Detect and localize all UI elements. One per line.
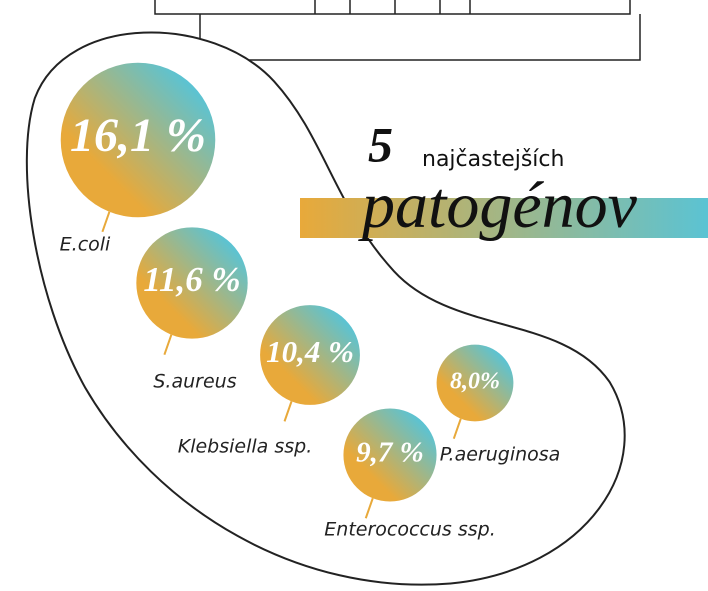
category-label: Klebsiella ssp. — [178, 436, 313, 458]
value-label: 11,6 % — [143, 260, 240, 299]
category-label: Enterococcus ssp. — [324, 519, 495, 541]
category-label: E.coli — [60, 234, 111, 256]
value-label: 8,0% — [450, 369, 500, 395]
title-number: 5 — [368, 116, 393, 172]
category-label: P.aeruginosa — [440, 444, 561, 466]
value-label: 10,4 % — [266, 334, 354, 369]
value-label: 9,7 % — [356, 437, 424, 469]
value-label: 16,1 % — [70, 109, 206, 162]
category-label: S.aureus — [153, 371, 236, 393]
infographic: 5 najčastejších patogénov 16,1 %E.coli11… — [0, 0, 708, 591]
title-line2: patogénov — [358, 169, 638, 242]
